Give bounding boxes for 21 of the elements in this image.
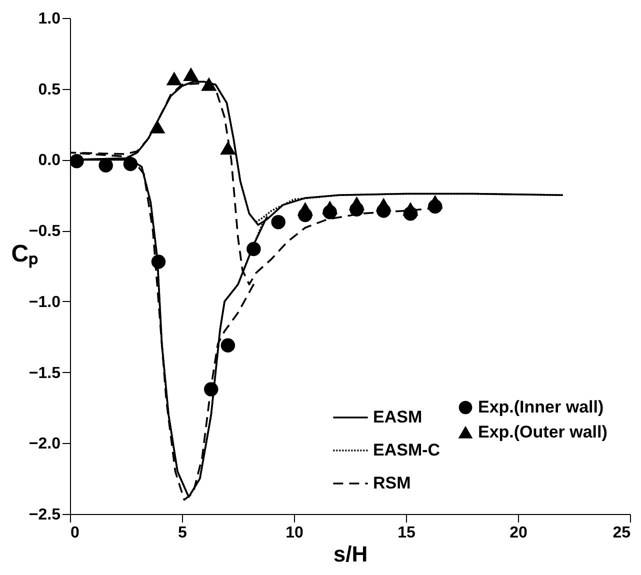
- y-tick-label: −2.5: [28, 506, 61, 524]
- y-tick-label: 1.0: [38, 10, 61, 28]
- y-tick-label: 0.5: [38, 81, 61, 98]
- y-tick-label: 0.0: [38, 152, 61, 170]
- x-tick-label: 0: [70, 524, 80, 542]
- x-tick-label: 20: [510, 524, 528, 542]
- legend-label: Exp.(Inner wall): [478, 398, 604, 416]
- x-tick-label: 10: [286, 524, 304, 542]
- y-tick-label: −2.0: [28, 436, 61, 453]
- legend-label: EASM: [373, 408, 422, 426]
- x-axis-title: s/H: [333, 542, 368, 566]
- x-tick-label: 15: [398, 524, 416, 542]
- x-tick-label: 25: [612, 524, 631, 542]
- legend-label: RSM: [373, 474, 411, 492]
- legend-label: Exp.(Outer wall): [478, 422, 608, 442]
- y-tick-label: −0.5: [28, 223, 61, 240]
- y-axis-title: Cₚ: [11, 240, 39, 268]
- legend-label: EASM-C: [373, 440, 440, 460]
- x-tick-label: 5: [178, 524, 188, 542]
- y-tick-label: −1.5: [28, 364, 61, 382]
- y-tick-label: −1.0: [28, 294, 61, 311]
